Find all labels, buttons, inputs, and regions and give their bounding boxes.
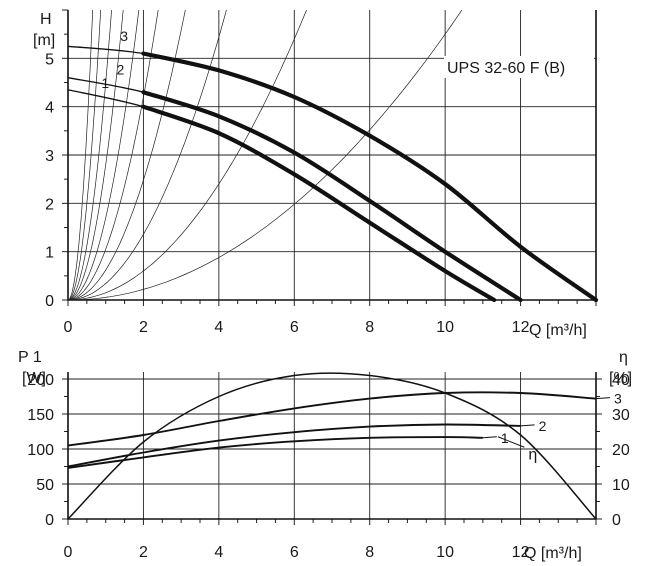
power-curve-leader-1 [482, 436, 497, 439]
top-x-tick-label: 2 [139, 319, 148, 336]
pump-curve-2 [141, 90, 523, 303]
system-curve [68, 10, 307, 300]
top-chart-frame [67, 10, 597, 301]
bottom-x-tick-label: 8 [365, 544, 374, 561]
bottom-x-tick-label: 4 [214, 544, 223, 561]
model-label-background [444, 56, 594, 78]
top-x-tick-label: 10 [436, 319, 454, 336]
bottom-y2-tick-label: 10 [612, 477, 630, 494]
top-y-tick-label: 5 [45, 51, 54, 68]
bottom-y-tick-label: 150 [27, 407, 54, 424]
system-curve [68, 10, 102, 300]
system-curve [68, 10, 140, 300]
pump-curve-1 [141, 104, 497, 303]
system-curve [68, 10, 94, 300]
system-curve [68, 10, 227, 300]
bottom-chart-ylabel-unit: [W] [22, 370, 46, 387]
top-y-tick-label: 3 [45, 148, 54, 165]
efficiency-curve-leader [497, 436, 525, 448]
top-chart-ylabel-symbol: H [40, 11, 52, 28]
efficiency-curve-label: η [528, 446, 537, 463]
top-x-tick-label: 12 [512, 319, 530, 336]
bottom-x-tick-label: 12 [512, 544, 530, 561]
power-curve-2 [67, 423, 521, 468]
top-y-tick-label: 1 [45, 245, 54, 262]
bottom-y-tick-label: 0 [45, 512, 54, 529]
pump-curve-label-2: 2 [116, 62, 124, 78]
power-curve-label-3: 3 [614, 391, 622, 407]
bottom-y-tick-label: 100 [27, 442, 54, 459]
top-y-tick-label: 4 [45, 100, 54, 117]
top-chart-xlabel: Q [m³/h] [529, 322, 587, 339]
system-curve [68, 10, 463, 300]
bottom-y2-tick-label: 40 [612, 372, 630, 389]
system-curve [68, 10, 186, 300]
system-curve [68, 10, 124, 300]
bottom-chart-xlabel: Q [m³/h] [524, 545, 582, 562]
bottom-x-tick-label: 2 [139, 544, 148, 561]
power-curve-label-2: 2 [539, 418, 547, 434]
bottom-chart-ylabel-symbol: P 1 [18, 349, 42, 366]
power-curve-label-1: 1 [501, 430, 509, 446]
bottom-y-tick-label: 50 [36, 477, 54, 494]
pump-curve-3 [141, 51, 599, 303]
bottom-x-tick-label: 0 [64, 544, 73, 561]
bottom-chart-y2label-symbol: η [619, 349, 628, 366]
bottom-chart-y2label-unit: [%] [609, 370, 632, 387]
bottom-y2-tick-label: 20 [612, 442, 630, 459]
bottom-chart-frame [67, 372, 597, 520]
bottom-x-tick-label: 10 [436, 544, 454, 561]
top-x-tick-label: 0 [64, 319, 73, 336]
top-chart-ylabel-unit: [m] [33, 32, 55, 49]
pump-curve-label-1: 1 [101, 75, 109, 91]
efficiency-curve [67, 372, 597, 520]
power-curve-leader-3 [595, 397, 611, 400]
top-x-tick-label: 8 [365, 319, 374, 336]
power-curve-3 [67, 391, 597, 447]
power-curve-leader-2 [520, 424, 535, 427]
model-label: UPS 32-60 F (B) [447, 60, 565, 77]
bottom-y2-tick-label: 30 [612, 407, 630, 424]
system-curve [68, 10, 112, 300]
top-y-tick-label: 2 [45, 196, 54, 213]
top-x-tick-label: 4 [214, 319, 223, 336]
bottom-y2-tick-label: 0 [612, 512, 621, 529]
bottom-x-tick-label: 6 [290, 544, 299, 561]
bottom-y-tick-label: 200 [27, 372, 54, 389]
pump-curve-label-3: 3 [120, 28, 128, 44]
power-curve-1 [67, 436, 483, 469]
top-x-tick-label: 6 [290, 319, 299, 336]
top-y-tick-label: 0 [45, 293, 54, 310]
